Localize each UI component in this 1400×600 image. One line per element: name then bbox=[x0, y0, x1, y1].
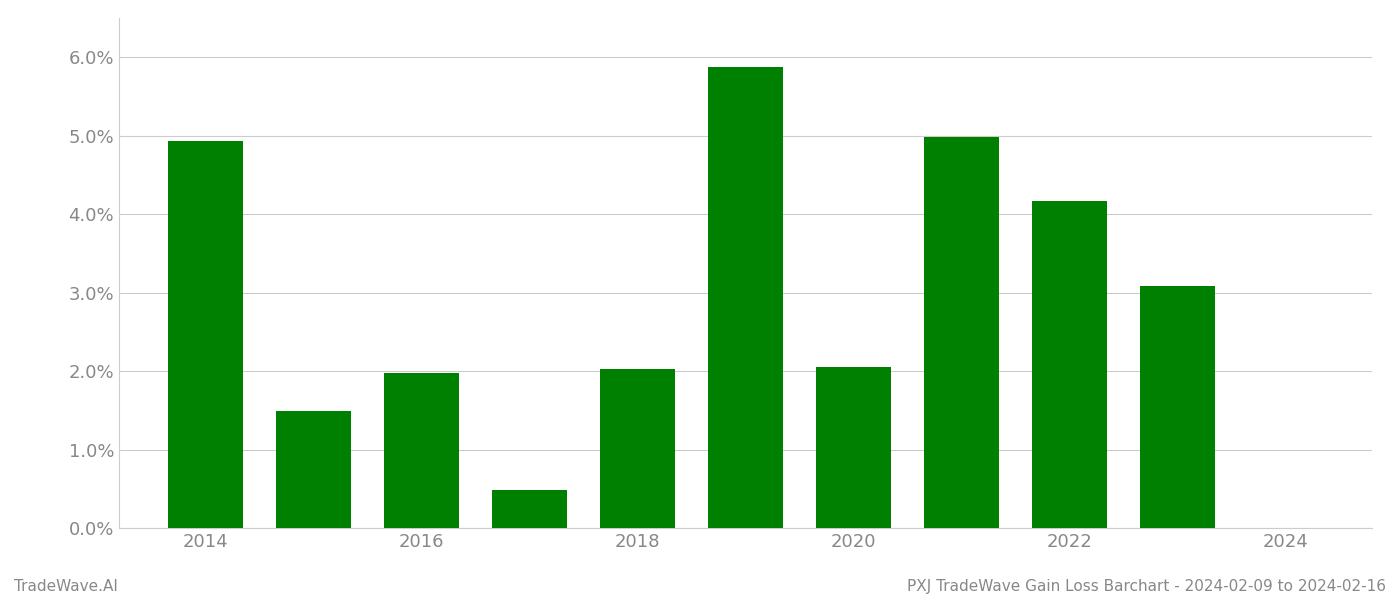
Bar bbox=[491, 490, 567, 528]
Bar bbox=[384, 373, 459, 528]
Text: PXJ TradeWave Gain Loss Barchart - 2024-02-09 to 2024-02-16: PXJ TradeWave Gain Loss Barchart - 2024-… bbox=[907, 579, 1386, 594]
Bar bbox=[599, 369, 675, 528]
Bar bbox=[168, 141, 244, 528]
Bar bbox=[276, 411, 351, 528]
Bar bbox=[707, 67, 784, 528]
Bar bbox=[1032, 201, 1107, 528]
Bar bbox=[924, 137, 1000, 528]
Text: TradeWave.AI: TradeWave.AI bbox=[14, 579, 118, 594]
Bar bbox=[816, 367, 892, 528]
Bar bbox=[1140, 286, 1215, 528]
